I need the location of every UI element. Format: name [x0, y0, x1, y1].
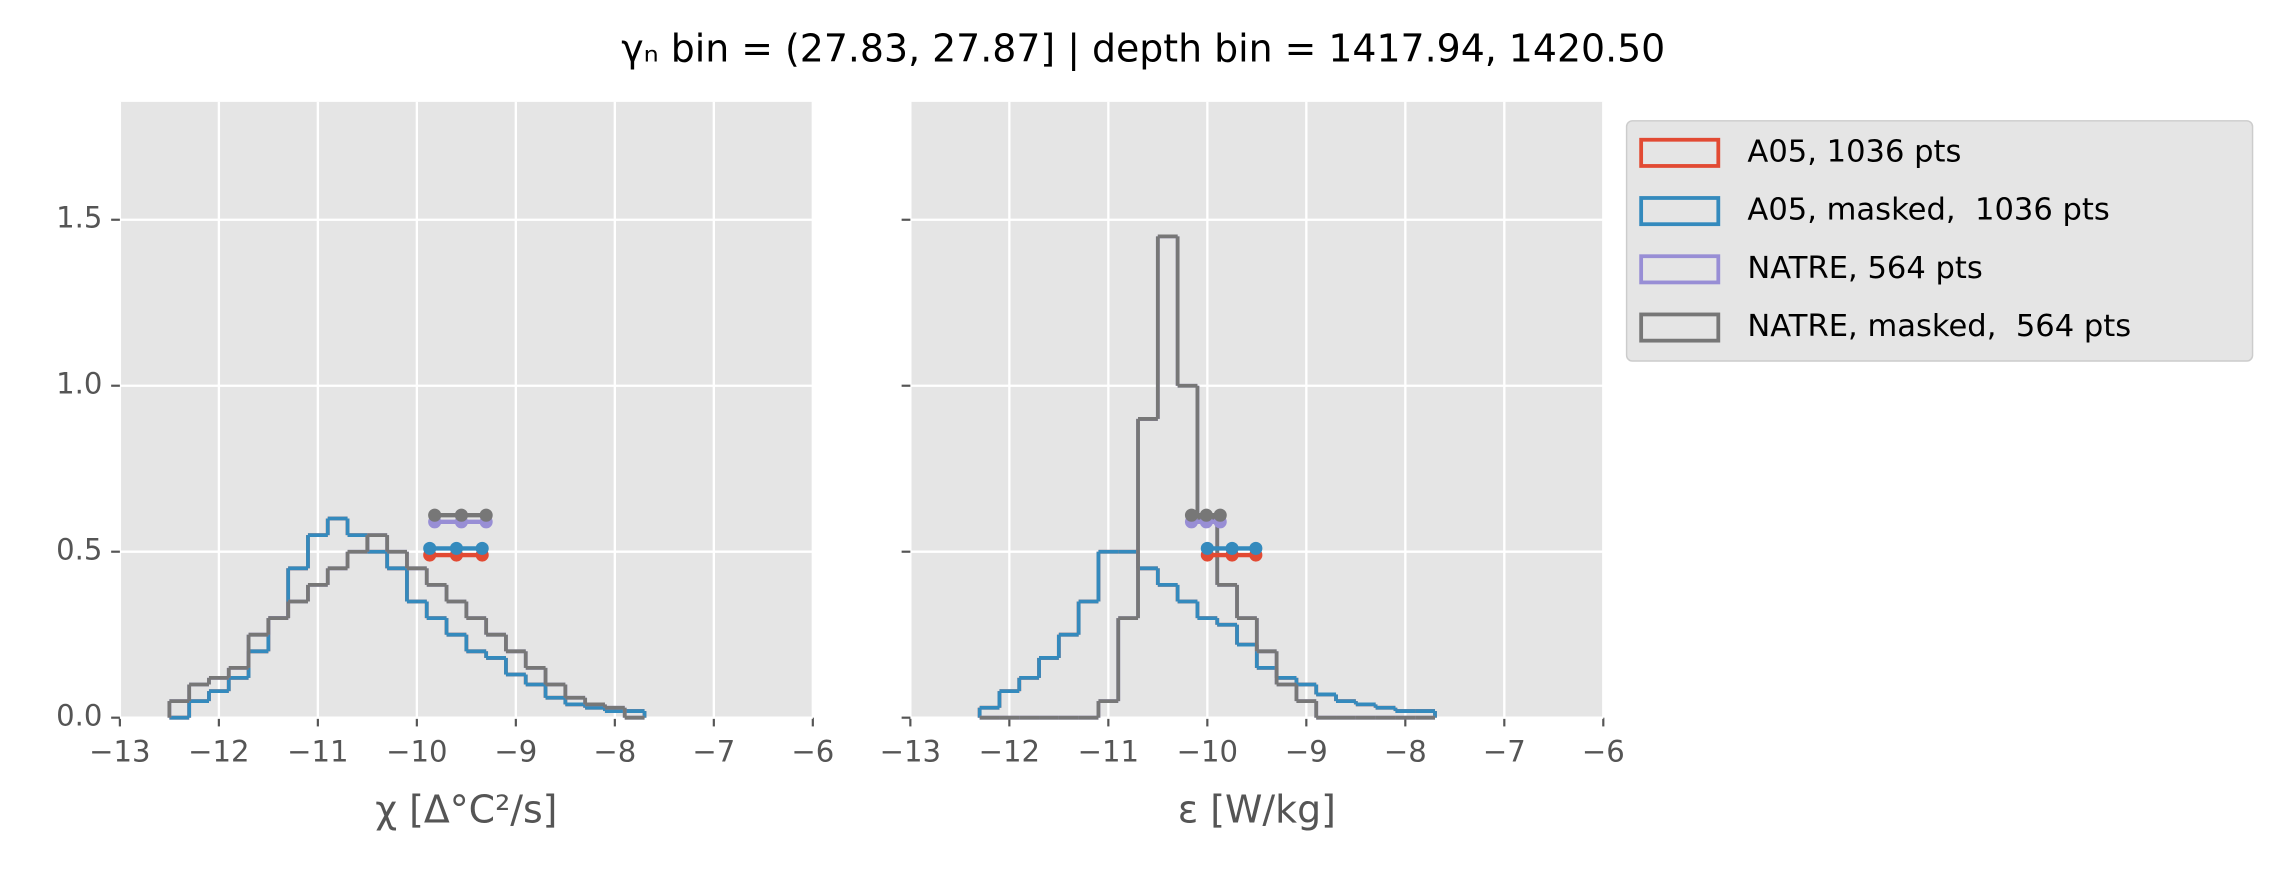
legend-swatch: [1639, 312, 1721, 343]
x-tick-label: −6: [791, 734, 834, 768]
x-tick-label: −7: [692, 734, 735, 768]
marker: [454, 508, 468, 522]
marker: [1225, 541, 1239, 555]
marker: [1184, 508, 1199, 522]
marker: [1213, 508, 1227, 522]
legend-label: A05, masked, 1036 pts: [1747, 193, 2109, 228]
legend-box: [1625, 120, 2254, 362]
marker: [1199, 508, 1213, 522]
legend-label: A05, 1036 pts: [1747, 134, 1961, 169]
x-tick-label: −8: [593, 734, 636, 768]
marker: [449, 541, 464, 555]
legend-swatch: [1639, 137, 1721, 168]
x-tick-label: −9: [494, 734, 537, 768]
chart-title: γₙ bin = (27.83, 27.87] | depth bin = 14…: [621, 26, 1665, 71]
marker: [1200, 541, 1214, 555]
legend-label: NATRE, masked, 564 pts: [1747, 309, 2131, 344]
y-tick-label: 0.5: [56, 533, 102, 567]
marker: [475, 541, 489, 555]
x-tick-label: −11: [1078, 734, 1139, 768]
x-tick-label: −13: [89, 734, 150, 768]
x-axis-label: ε [W/kg]: [1178, 788, 1336, 832]
x-tick-label: −12: [979, 734, 1040, 768]
x-tick-label: −10: [386, 734, 447, 768]
x-tick-label: −6: [1582, 734, 1625, 768]
x-tick-label: −8: [1384, 734, 1427, 768]
plot-area: [910, 101, 1604, 718]
legend-swatch: [1639, 254, 1721, 285]
x-axis-label: χ [Δ°C²/s]: [375, 788, 557, 832]
y-tick-label: 0.0: [56, 699, 102, 733]
x-tick-label: −9: [1285, 734, 1328, 768]
x-tick-label: −10: [1177, 734, 1238, 768]
x-tick-label: −11: [287, 734, 348, 768]
plot-area: [119, 101, 813, 718]
marker: [428, 508, 442, 522]
marker: [1249, 541, 1263, 555]
y-tick-label: 1.0: [56, 367, 102, 401]
y-tick-label: 1.5: [56, 201, 102, 235]
x-tick-label: −13: [880, 734, 941, 768]
x-tick-label: −7: [1483, 734, 1526, 768]
marker: [423, 541, 437, 555]
marker: [479, 508, 493, 522]
legend-label: NATRE, 564 pts: [1747, 251, 1982, 286]
x-tick-label: −12: [188, 734, 249, 768]
legend-swatch: [1639, 196, 1721, 227]
